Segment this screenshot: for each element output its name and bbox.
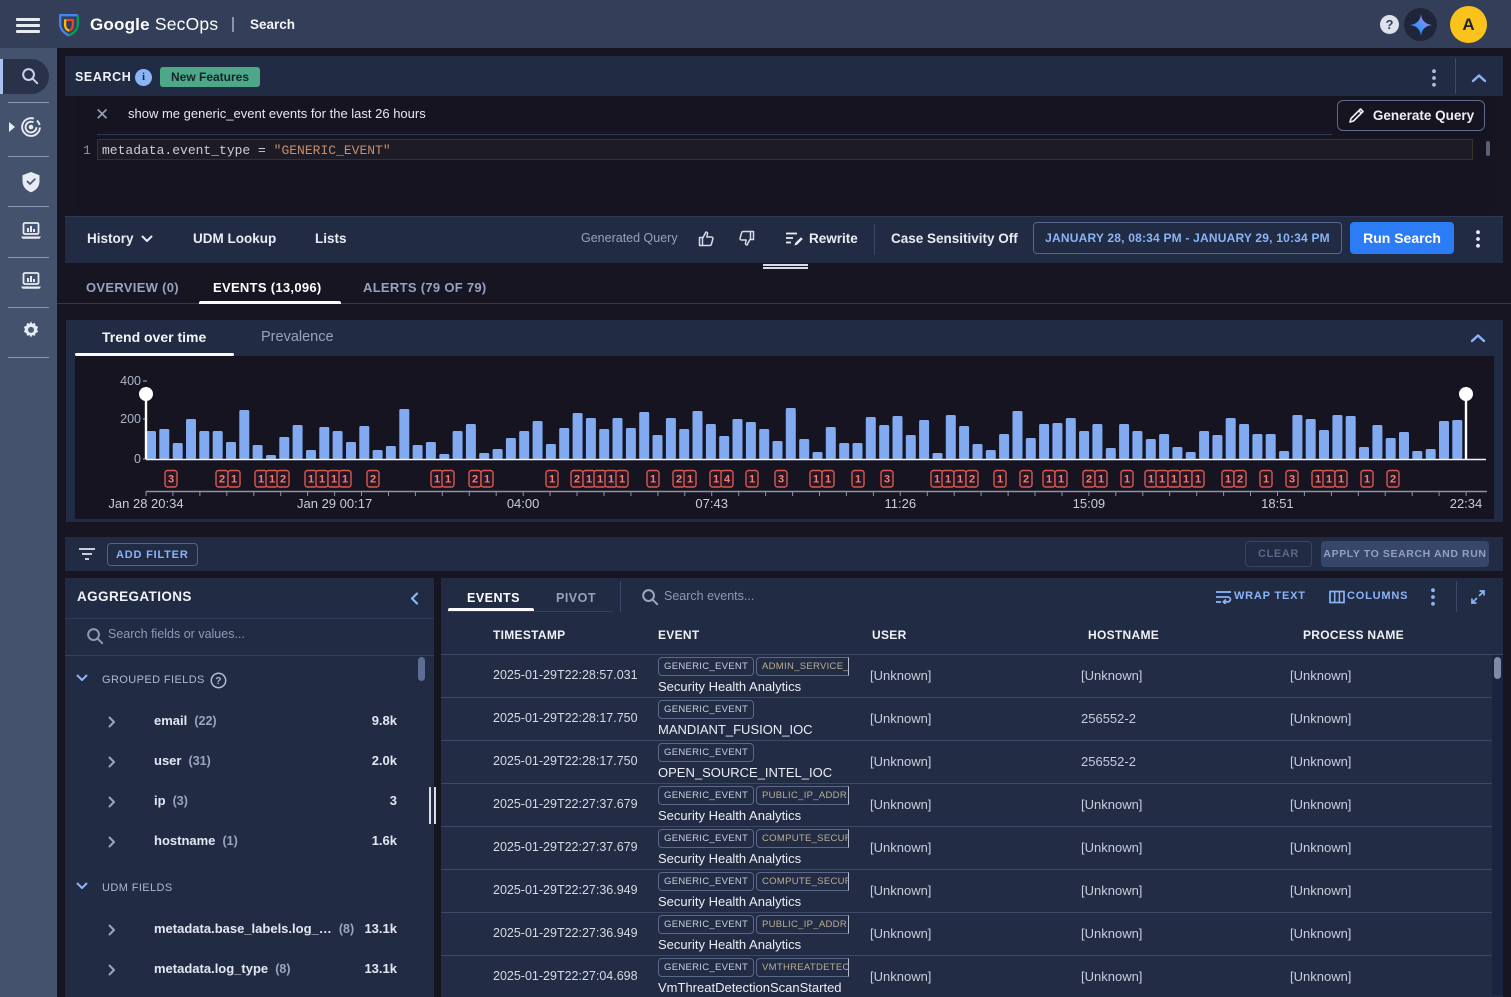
svg-text:1: 1 xyxy=(1058,474,1064,486)
svg-text:1: 1 xyxy=(957,474,963,486)
svg-text:1: 1 xyxy=(586,474,592,486)
svg-text:15:09: 15:09 xyxy=(1073,496,1106,511)
svg-text:?: ? xyxy=(215,676,222,687)
svg-text:3: 3 xyxy=(778,474,784,486)
svg-text:Jan 28 20:34: Jan 28 20:34 xyxy=(108,496,183,511)
svg-text:2: 2 xyxy=(1237,474,1243,486)
svg-text:1: 1 xyxy=(597,474,603,486)
svg-text:1: 1 xyxy=(608,474,614,486)
svg-text:1: 1 xyxy=(713,474,719,486)
svg-text:2: 2 xyxy=(676,474,682,486)
svg-text:400: 400 xyxy=(120,374,141,388)
svg-text:3: 3 xyxy=(884,474,890,486)
svg-text:1: 1 xyxy=(1124,474,1130,486)
svg-text:2: 2 xyxy=(280,474,286,486)
svg-text:1: 1 xyxy=(331,474,337,486)
svg-text:0: 0 xyxy=(134,452,141,466)
svg-text:2: 2 xyxy=(1023,474,1029,486)
svg-text:22:34: 22:34 xyxy=(1450,496,1483,511)
svg-text:1: 1 xyxy=(997,474,1003,486)
svg-text:04:00: 04:00 xyxy=(507,496,540,511)
svg-text:2: 2 xyxy=(574,474,580,486)
svg-text:Jan 29 00:17: Jan 29 00:17 xyxy=(297,496,372,511)
svg-text:1: 1 xyxy=(855,474,861,486)
svg-text:3: 3 xyxy=(1289,474,1295,486)
svg-text:1: 1 xyxy=(434,474,440,486)
svg-text:1: 1 xyxy=(1315,474,1321,486)
svg-text:1: 1 xyxy=(1338,474,1344,486)
svg-text:2: 2 xyxy=(472,474,478,486)
svg-text:07:43: 07:43 xyxy=(695,496,728,511)
svg-text:1: 1 xyxy=(269,474,275,486)
svg-text:1: 1 xyxy=(945,474,951,486)
svg-text:2: 2 xyxy=(1086,474,1092,486)
svg-text:1: 1 xyxy=(308,474,314,486)
svg-text:4: 4 xyxy=(724,474,731,486)
svg-text:2: 2 xyxy=(219,474,225,486)
svg-text:1: 1 xyxy=(934,474,940,486)
svg-text:2: 2 xyxy=(1390,474,1396,486)
svg-text:1: 1 xyxy=(342,474,348,486)
svg-text:18:51: 18:51 xyxy=(1261,496,1294,511)
svg-text:1: 1 xyxy=(1183,474,1189,486)
svg-text:1: 1 xyxy=(1148,474,1154,486)
svg-text:200: 200 xyxy=(120,412,141,426)
svg-text:1: 1 xyxy=(825,474,831,486)
svg-text:1: 1 xyxy=(445,474,451,486)
svg-text:1: 1 xyxy=(1225,474,1231,486)
svg-text:1: 1 xyxy=(1098,474,1104,486)
svg-text:1: 1 xyxy=(1159,474,1165,486)
svg-text:1: 1 xyxy=(1195,474,1201,486)
svg-text:1: 1 xyxy=(650,474,656,486)
svg-text:1: 1 xyxy=(619,474,625,486)
svg-text:1: 1 xyxy=(1046,474,1052,486)
svg-text:2: 2 xyxy=(370,474,376,486)
svg-text:1: 1 xyxy=(1263,474,1269,486)
svg-text:1: 1 xyxy=(1364,474,1370,486)
svg-text:2: 2 xyxy=(969,474,975,486)
svg-text:1: 1 xyxy=(749,474,755,486)
svg-text:1: 1 xyxy=(484,474,490,486)
svg-text:1: 1 xyxy=(549,474,555,486)
svg-text:1: 1 xyxy=(319,474,325,486)
svg-text:1: 1 xyxy=(1171,474,1177,486)
svg-text:3: 3 xyxy=(168,474,174,486)
svg-text:1: 1 xyxy=(687,474,693,486)
svg-text:1: 1 xyxy=(1326,474,1332,486)
svg-text:1: 1 xyxy=(813,474,819,486)
svg-text:11:26: 11:26 xyxy=(885,496,917,511)
svg-text:1: 1 xyxy=(231,474,237,486)
svg-text:1: 1 xyxy=(258,474,264,486)
